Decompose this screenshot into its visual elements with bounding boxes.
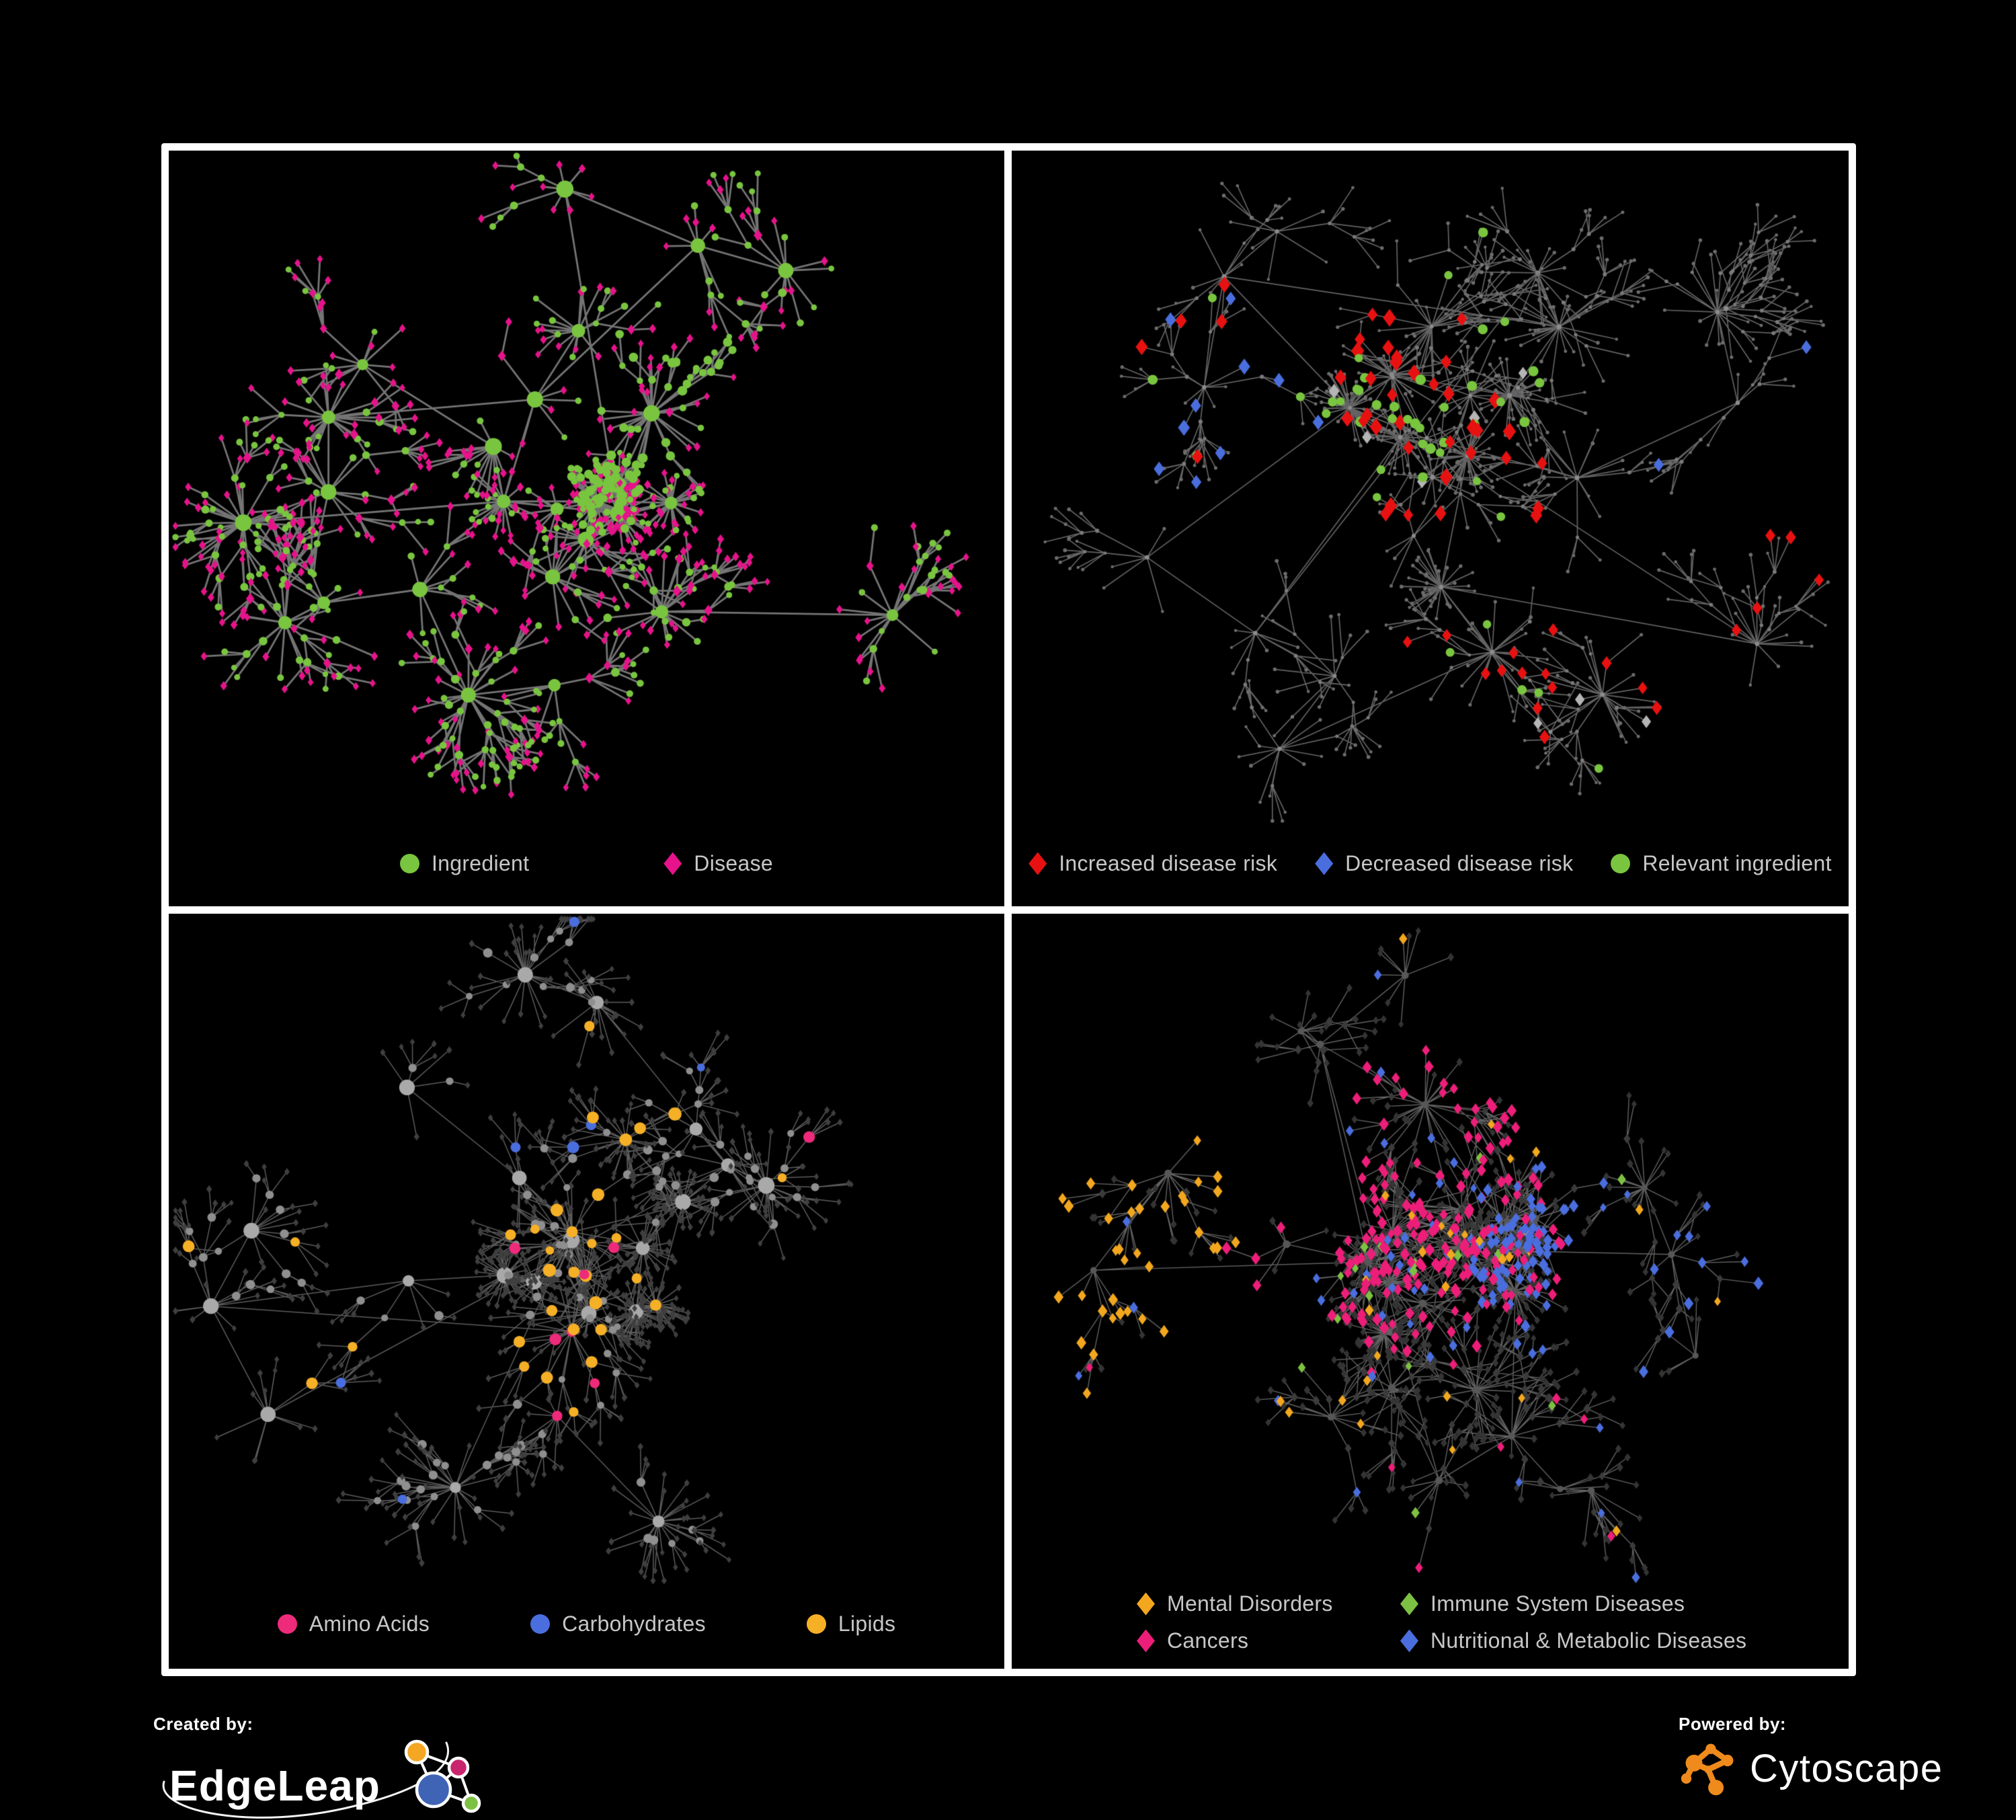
- increased-risk-diamond-icon: [1029, 852, 1047, 875]
- immune-diseases-diamond-icon: [1400, 1592, 1418, 1616]
- edgeleap-logo: EdgeLeap: [162, 1739, 481, 1819]
- ingredient-circle-icon: [399, 854, 419, 873]
- nutrient-class-network-canvas: [169, 914, 1004, 1586]
- legend-item: Decreased disease risk: [1315, 851, 1573, 876]
- legend-item: Lipids: [806, 1612, 896, 1636]
- nutritional-metabolic-diamond-icon: [1400, 1629, 1418, 1653]
- legend-label: Carbohydrates: [562, 1612, 706, 1636]
- legend-label: Nutritional & Metabolic Diseases: [1430, 1628, 1747, 1653]
- panel-ingredient-disease-network: Ingredient Disease: [161, 143, 1012, 914]
- legend-item: Immune System Diseases: [1400, 1591, 1746, 1616]
- legend-label: Disease: [694, 851, 774, 875]
- legend-item: Amino Acids: [277, 1612, 430, 1636]
- legend-label: Ingredient: [431, 851, 530, 875]
- disease-diamond-icon: [663, 852, 682, 875]
- cytoscape-wordmark: Cytoscape: [1750, 1746, 1943, 1790]
- legend-label: Decreased disease risk: [1345, 851, 1574, 875]
- panel-nutrient-class-network: Amino Acids Carbohydrates Lipids: [161, 906, 1012, 1676]
- legend-label: Increased disease risk: [1059, 851, 1278, 875]
- legend-label: Cancers: [1167, 1628, 1249, 1653]
- legend-item: Cancers: [1137, 1628, 1400, 1653]
- legend-item: Relevant ingredient: [1611, 851, 1832, 876]
- legend-label: Immune System Diseases: [1430, 1591, 1685, 1616]
- legend-disease-classes: Mental Disorders Immune System Diseases …: [1137, 1591, 1746, 1653]
- legend-item: Carbohydrates: [530, 1612, 706, 1636]
- legend-item: Nutritional & Metabolic Diseases: [1400, 1628, 1746, 1653]
- legend-label: Lipids: [838, 1612, 896, 1636]
- mental-disorders-diamond-icon: [1137, 1592, 1155, 1616]
- creator-branding: Created by: EdgeLeap: [153, 1714, 516, 1820]
- legend-disease-risk: Increased disease risk Decreased disease…: [1012, 851, 1849, 876]
- amino-acids-circle-icon: [277, 1614, 297, 1634]
- edgeleap-swoosh: [162, 1741, 449, 1819]
- powered-by-label: Powered by:: [1679, 1714, 1787, 1734]
- legend-label: Mental Disorders: [1167, 1591, 1333, 1616]
- edgeleap-wordmark: EdgeLeap: [169, 1762, 380, 1810]
- lipids-circle-icon: [806, 1614, 826, 1634]
- legend-item: Increased disease risk: [1029, 851, 1277, 876]
- panel-disease-risk-network: Increased disease risk Decreased disease…: [1004, 143, 1856, 914]
- edgeleap-orange-node-icon: [404, 1739, 430, 1765]
- legend-item: Mental Disorders: [1137, 1591, 1400, 1616]
- legend-item: Disease: [663, 851, 773, 876]
- ingredient-disease-network-canvas: [169, 151, 1004, 826]
- relevant-ingredient-circle-icon: [1611, 854, 1631, 873]
- edgeleap-blue-node-icon: [415, 1771, 452, 1809]
- engine-branding: Powered by: Cytoscape: [1679, 1714, 1943, 1799]
- edgeleap-green-node-icon: [461, 1793, 481, 1813]
- legend-nutrient-classes: Amino Acids Carbohydrates Lipids: [169, 1612, 1004, 1636]
- cytoscape-logo: [1681, 1743, 1734, 1796]
- disease-risk-network-canvas: [1012, 151, 1849, 826]
- legend-item: Ingredient: [399, 851, 530, 876]
- created-by-label: Created by:: [153, 1714, 253, 1734]
- panel-disease-class-network: Mental Disorders Immune System Diseases …: [1004, 906, 1856, 1676]
- edgeleap-magenta-node-icon: [447, 1756, 470, 1779]
- legend-ingredient-disease: Ingredient Disease: [169, 851, 1004, 876]
- carbohydrates-circle-icon: [530, 1614, 551, 1634]
- legend-label: Amino Acids: [309, 1612, 430, 1636]
- decreased-risk-diamond-icon: [1315, 852, 1334, 875]
- legend-label: Relevant ingredient: [1642, 851, 1832, 875]
- cancers-diamond-icon: [1137, 1629, 1155, 1653]
- disease-class-network-canvas: [1012, 914, 1849, 1586]
